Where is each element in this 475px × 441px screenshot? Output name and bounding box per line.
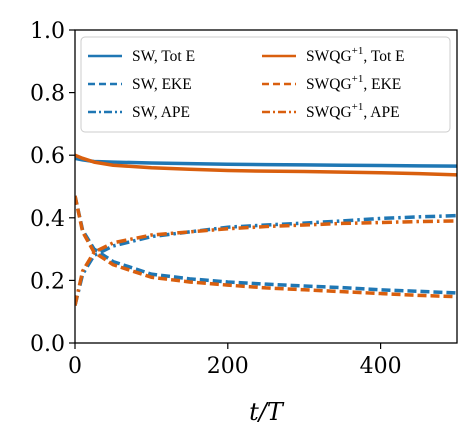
axis-ticks: 0 200 400 0.0 0.2 0.4 0.6 0.8 1.0 [30,19,402,379]
legend-label: SWQG+1, APE [306,101,400,121]
legend-label: SW, APE [132,104,190,121]
y-tick-label: 1.0 [30,19,65,44]
series-line-swqg-ape [75,219,457,306]
y-tick-label: 0.8 [30,82,65,107]
legend-label-main: SW, EKE [132,76,192,93]
x-tick-label: 400 [360,354,402,379]
y-tick-label: 0.6 [30,144,65,169]
y-tick-label: 0.4 [30,207,65,232]
legend-label-main: SWQG [306,76,352,93]
legend-label-tail: , APE [363,104,399,121]
legend-label-main: SWQG [306,104,352,121]
legend-label: SW, EKE [132,76,192,93]
y-tick-label: 0.2 [30,269,65,294]
series-layer [75,153,457,306]
legend-label-tail: , Tot E [363,48,404,65]
legend-label-main: SW, Tot E [132,48,195,65]
legend-label-tail: , EKE [363,76,401,93]
legend-label-main: SWQG [306,48,352,65]
legend-label-sup: +1 [352,45,364,57]
series-line-swqg-eke [75,195,457,299]
legend-label-sup: +1 [352,73,364,85]
legend-label: SWQG+1, EKE [306,73,401,93]
legend-label: SW, Tot E [132,48,195,65]
legend-label-main: SW, APE [132,104,190,121]
legend-label-sup: +1 [352,101,364,113]
series-line-swqg-tot-e [75,153,457,177]
x-axis-label: t/T [249,398,285,426]
series-line-sw-eke [75,195,457,295]
legend-label: SWQG+1, Tot E [306,45,405,65]
y-tick-label: 0.0 [30,332,65,357]
x-tick-label: 0 [68,354,82,379]
plot-frame [74,29,458,344]
x-tick-label: 200 [207,354,249,379]
